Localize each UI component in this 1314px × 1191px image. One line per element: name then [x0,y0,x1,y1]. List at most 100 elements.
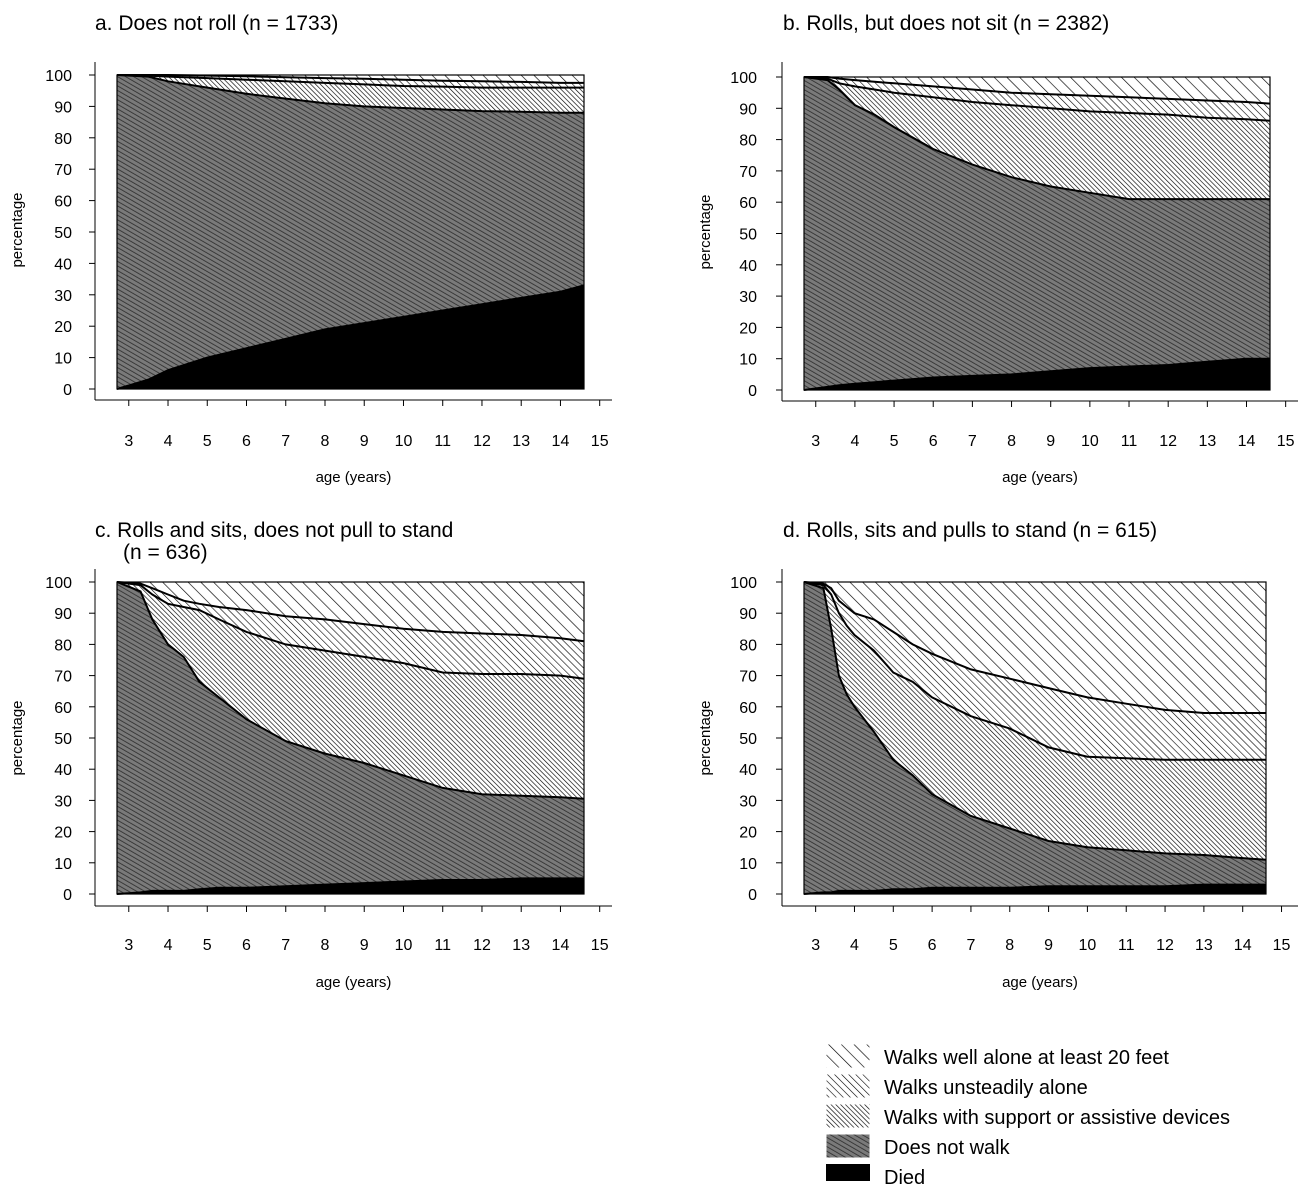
boundary-line-2 [803,581,1267,861]
y-tick-label: 60 [739,195,757,212]
y-tick-label: 40 [54,762,72,779]
boundary-line-4 [803,581,1266,714]
walks-unsteadily-area [804,582,1266,760]
y-tick-label: 50 [54,731,72,748]
y-tick-label: 30 [54,793,72,810]
boundary-line-1 [116,877,584,895]
does-not-walk-area [804,77,1270,390]
x-tick-label: 7 [968,433,977,450]
walks-with-support-area [804,582,1266,860]
x-tick-label: 10 [1081,433,1099,450]
does-not-walk-area [117,582,584,894]
panel-b: 0 10 20 30 40 50 60 70 80 90 100 3 4 5 6 7 8 9 10 11 12 13 14 1… [697,12,1298,486]
y-tick-label: 80 [54,131,72,148]
x-tick-label: 13 [1198,433,1216,450]
legend-swatch [825,1133,871,1159]
y-tick-label: 10 [54,856,72,873]
x-tick-label: 11 [434,433,451,450]
x-tick-label: 8 [1005,937,1014,954]
x-tick-label: 14 [552,937,570,954]
x-axis-label: age (years) [316,469,392,486]
y-tick-label: 50 [739,227,757,244]
plot-frame [803,76,1271,391]
legend-label: Walks unsteadily alone [884,1077,1088,1099]
x-tick-label: 4 [164,937,173,954]
x-tick-label: 12 [473,937,491,954]
y-tick-label: 20 [54,319,72,336]
x-tick-label: 7 [281,937,290,954]
x-tick-label: 15 [1273,937,1291,954]
boundary-line-2 [116,74,584,114]
x-tick-label: 13 [512,937,530,954]
walks-with-support-area [117,582,584,799]
x-tick-label: 12 [1156,937,1174,954]
x-tick-label: 7 [281,433,290,450]
legend-swatch [825,1073,871,1099]
y-tick-label: 0 [748,887,757,904]
x-tick-label: 9 [1046,433,1055,450]
legend: Walks well alone at least 20 feet Walks u… [825,1043,1230,1189]
boundary-line-4 [804,76,1271,105]
x-axis-label: age (years) [1002,469,1078,486]
y-tick-label: 0 [63,382,72,399]
legend-label: Died [884,1167,925,1189]
x-tick-label: 13 [512,433,530,450]
y-tick-label: 50 [739,731,757,748]
y-tick-label: 80 [739,133,757,150]
y-axis-label: percentage [697,700,714,775]
walks-unsteadily-area [804,77,1270,121]
boundary-line-1 [803,357,1270,391]
y-tick-label: 100 [45,68,72,85]
legend-label: Walks well alone at least 20 feet [884,1047,1169,1069]
y-tick-label: 100 [45,575,72,592]
y-tick-label: 10 [739,352,757,369]
boundary-line-3 [116,581,585,680]
died-area [117,878,584,894]
boundary-line-2 [116,581,585,800]
y-tick-label: 60 [54,194,72,211]
walks-well-area [804,582,1266,713]
walks-well-area [804,77,1270,104]
walks-unsteadily-area [117,75,584,88]
x-tick-label: 4 [164,433,173,450]
panel-a: 0 10 20 30 40 50 60 70 80 90 100 3 4 5 6 7 8 9 10 11 12 13 14 1… [9,12,612,486]
x-tick-label: 3 [124,937,133,954]
x-tick-label: 15 [591,937,609,954]
walks-with-support-area [117,75,584,113]
y-tick-label: 40 [739,762,757,779]
x-tick-label: 8 [321,937,330,954]
boundary-line-3 [803,76,1271,122]
x-tick-label: 5 [203,433,212,450]
x-tick-label: 10 [395,937,413,954]
legend-swatch [825,1043,871,1069]
x-tick-label: 11 [1121,433,1138,450]
boundary-line-3 [116,74,584,89]
boundary-line-1 [116,284,585,390]
y-axis-label: percentage [9,192,26,267]
x-tick-label: 5 [890,433,899,450]
y-tick-label: 80 [54,637,72,654]
walks-unsteadily-area [117,582,584,679]
y-tick-label: 20 [739,320,757,337]
x-tick-label: 5 [889,937,898,954]
y-tick-label: 30 [739,793,757,810]
boundary-line-2 [803,76,1270,201]
x-tick-label: 6 [929,433,938,450]
x-tick-label: 13 [1195,937,1213,954]
boundary-line-4 [116,581,585,643]
legend-swatch [826,1164,870,1181]
x-tick-label: 14 [552,433,570,450]
does-not-walk-area [804,582,1266,894]
y-tick-label: 70 [54,669,72,686]
x-axis-label: age (years) [316,974,392,991]
panel-c: 0 10 20 30 40 50 60 70 80 90 100 3 4 5 6 7 8 9 10 11 12 13 14 1… [9,519,612,991]
x-tick-label: 12 [1159,433,1177,450]
x-tick-label: 3 [124,433,133,450]
panel-subtitle: (n = 636) [123,541,208,564]
y-tick-label: 80 [739,637,757,654]
y-tick-label: 30 [739,289,757,306]
y-tick-label: 90 [739,101,757,118]
walks-well-area [117,582,584,642]
x-axis-label: age (years) [1002,974,1078,991]
